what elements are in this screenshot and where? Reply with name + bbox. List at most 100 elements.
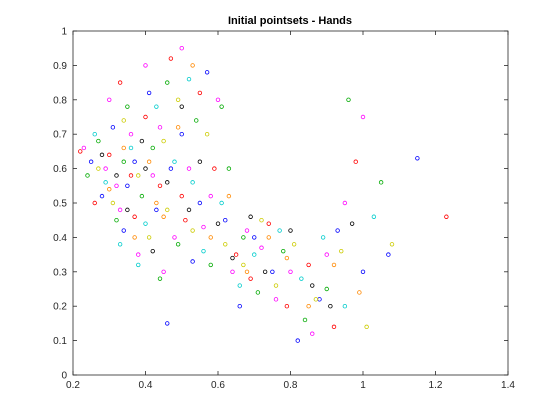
data-point — [78, 150, 82, 154]
data-point — [194, 119, 198, 123]
x-tick-label: 0.2 — [66, 380, 80, 391]
data-point — [136, 253, 140, 257]
data-point — [354, 160, 358, 164]
data-point — [202, 225, 206, 229]
data-point — [332, 263, 336, 267]
data-point — [180, 46, 184, 50]
data-point — [343, 304, 347, 308]
data-point — [118, 81, 122, 85]
data-point — [107, 153, 111, 157]
data-point — [223, 242, 227, 246]
data-point — [325, 287, 329, 291]
data-point — [162, 139, 166, 143]
data-point — [176, 242, 180, 246]
data-point — [245, 270, 249, 274]
axes-box — [73, 31, 508, 375]
data-point — [133, 215, 137, 219]
data-point — [325, 253, 329, 257]
data-point — [144, 222, 148, 226]
y-tick-label: 1 — [61, 27, 67, 38]
y-tick-label: 0.1 — [53, 336, 67, 347]
data-point — [249, 277, 253, 281]
data-point — [129, 146, 133, 150]
data-point — [350, 222, 354, 226]
data-point — [256, 291, 260, 295]
data-point — [387, 253, 391, 257]
data-point — [86, 174, 90, 178]
data-point — [336, 229, 340, 233]
data-point — [252, 253, 256, 257]
data-point — [285, 256, 289, 260]
data-point — [202, 249, 206, 253]
data-point — [180, 105, 184, 109]
data-point — [231, 256, 235, 260]
y-tick-label: 0.7 — [53, 130, 67, 141]
data-point — [93, 201, 97, 205]
data-point — [205, 132, 209, 136]
data-point — [115, 174, 119, 178]
data-point — [296, 339, 300, 343]
data-point — [191, 229, 195, 233]
data-point — [198, 201, 202, 205]
data-point — [213, 167, 217, 171]
data-point — [271, 270, 275, 274]
data-point — [155, 208, 159, 212]
data-point — [122, 229, 126, 233]
data-point — [140, 194, 144, 198]
data-point — [155, 201, 159, 205]
chart-title: Initial pointsets - Hands — [228, 15, 352, 27]
data-point — [321, 236, 325, 240]
x-tick-label: 0.4 — [139, 380, 153, 391]
data-point — [209, 194, 213, 198]
data-point — [198, 91, 202, 95]
data-point — [361, 115, 365, 119]
data-point — [379, 181, 383, 185]
data-point — [300, 277, 304, 281]
data-point — [162, 270, 166, 274]
x-tick-label: 0.6 — [211, 380, 225, 391]
data-point — [252, 236, 256, 240]
data-point — [151, 174, 155, 178]
data-point — [165, 181, 169, 185]
data-point — [122, 146, 126, 150]
data-point — [347, 98, 351, 102]
data-point — [238, 304, 242, 308]
data-point — [358, 291, 362, 295]
y-tick-label: 0.8 — [53, 95, 67, 106]
data-point — [97, 139, 101, 143]
data-point — [184, 218, 188, 222]
data-point — [136, 174, 140, 178]
data-point — [339, 249, 343, 253]
data-point — [180, 194, 184, 198]
x-tick-label: 1.2 — [429, 380, 443, 391]
data-point — [147, 160, 151, 164]
x-tick-label: 1.4 — [501, 380, 515, 391]
data-point — [97, 167, 101, 171]
data-point — [118, 208, 122, 212]
data-point — [165, 208, 169, 212]
data-point — [144, 64, 148, 68]
data-point — [445, 215, 449, 219]
data-point — [176, 126, 180, 130]
data-point — [136, 263, 140, 267]
data-point — [198, 160, 202, 164]
data-point — [274, 284, 278, 288]
data-point — [165, 322, 169, 326]
data-point — [107, 187, 111, 191]
data-point — [216, 222, 220, 226]
data-point — [162, 215, 166, 219]
data-point — [126, 105, 130, 109]
data-point — [278, 229, 282, 233]
data-point — [343, 201, 347, 205]
data-point — [122, 119, 126, 123]
y-tick-label: 0.3 — [53, 267, 67, 278]
data-point — [307, 263, 311, 267]
data-point — [191, 64, 195, 68]
data-point — [292, 242, 296, 246]
data-point — [191, 181, 195, 185]
data-point — [187, 167, 191, 171]
data-point — [263, 270, 267, 274]
data-point — [310, 284, 314, 288]
data-point — [227, 167, 231, 171]
data-point — [187, 77, 191, 81]
